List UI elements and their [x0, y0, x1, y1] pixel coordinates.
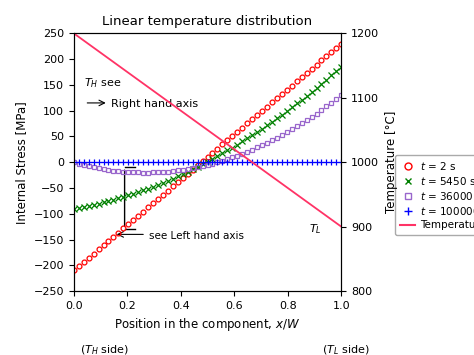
Text: Right hand axis: Right hand axis [111, 99, 198, 109]
Y-axis label: Internal Stress [MPa]: Internal Stress [MPa] [15, 101, 28, 224]
Text: $T_L$: $T_L$ [309, 222, 322, 236]
X-axis label: Position in the component, $x/W$: Position in the component, $x/W$ [114, 316, 301, 333]
Y-axis label: Temperature [°C]: Temperature [°C] [385, 111, 398, 213]
Text: ($T_L$ side): ($T_L$ side) [322, 343, 370, 355]
Title: Linear temperature distribution: Linear temperature distribution [102, 15, 312, 28]
Legend: $t$ = 2 s, $t$ = 5450 s, $t$ = 36000 s, $t$ = 1000000 s, Temperature: $t$ = 2 s, $t$ = 5450 s, $t$ = 36000 s, … [395, 154, 474, 235]
Text: ($T_H$ side): ($T_H$ side) [80, 343, 129, 355]
Text: $T_H$ see: $T_H$ see [84, 76, 122, 90]
Text: see Left hand axis: see Left hand axis [149, 230, 244, 241]
